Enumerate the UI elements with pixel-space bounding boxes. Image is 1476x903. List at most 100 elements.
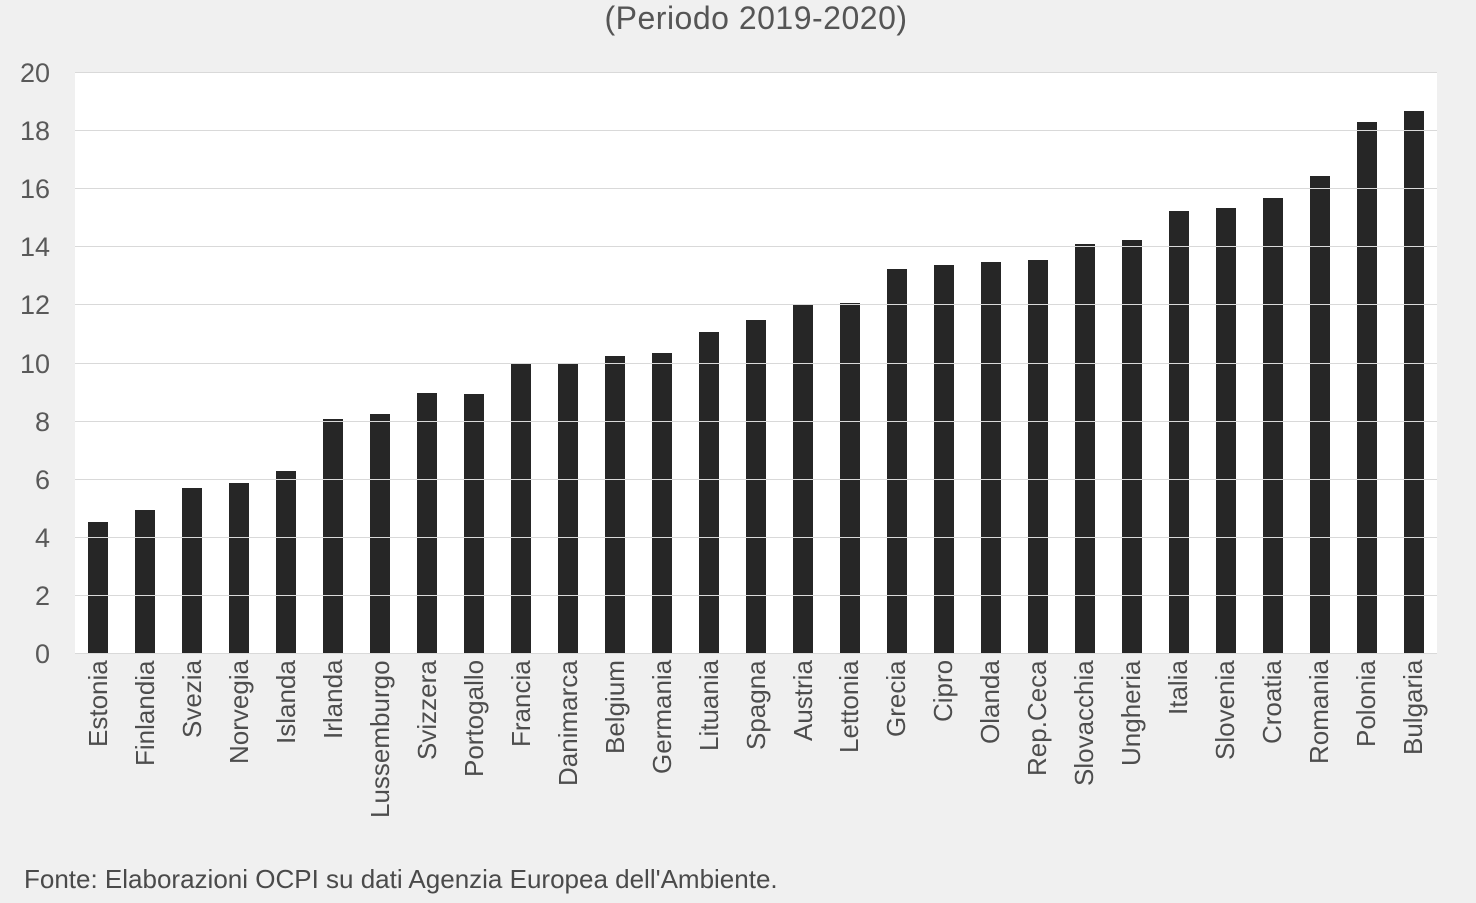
bar-slot [1155, 73, 1202, 654]
bar-slot [639, 73, 686, 654]
bar-slot [169, 73, 216, 654]
x-category-label: Slovacchia [1069, 660, 1100, 786]
bars-row [75, 73, 1437, 654]
x-category-label: Rep.Ceca [1022, 660, 1053, 776]
x-category-label: Bulgaria [1398, 660, 1429, 756]
x-label-slot: Finlandia [122, 660, 169, 875]
x-label-slot: Bulgaria [1390, 660, 1437, 875]
x-category-label: Polonia [1351, 660, 1382, 747]
x-category-label: Croatia [1257, 660, 1288, 744]
gridline [75, 188, 1437, 190]
gridline [75, 594, 1437, 596]
bar-slot [357, 73, 404, 654]
gridline [75, 478, 1437, 480]
bar-slot [827, 73, 874, 654]
bar-slot [1202, 73, 1249, 654]
gridline [75, 246, 1437, 248]
x-category-label: Grecia [881, 660, 912, 737]
bar-slot [545, 73, 592, 654]
bar-Svezia [182, 488, 203, 654]
x-label-slot: Estonia [75, 660, 122, 875]
x-category-label: Danimarca [552, 660, 583, 786]
bar-slot [451, 73, 498, 654]
y-tick-label: 6 [34, 464, 50, 495]
x-label-slot: Italia [1155, 660, 1202, 875]
gridline [75, 130, 1437, 132]
bar-Islanda [276, 471, 297, 654]
x-label-slot: Slovacchia [1061, 660, 1108, 875]
x-label-slot: Irlanda [310, 660, 357, 875]
bar-slot [873, 73, 920, 654]
x-category-label: Germania [646, 660, 677, 775]
x-category-label: Irlanda [317, 660, 348, 740]
x-label-slot: Polonia [1343, 660, 1390, 875]
bar-Norvegia [229, 482, 250, 654]
bar-slot [404, 73, 451, 654]
x-label-slot: Francia [498, 660, 545, 875]
plot-area [75, 72, 1437, 654]
bar-slot [1061, 73, 1108, 654]
x-label-slot: Danimarca [545, 660, 592, 875]
bar-slot [1014, 73, 1061, 654]
x-label-slot: Ungheria [1108, 660, 1155, 875]
x-category-label: Cipro [928, 660, 959, 723]
x-category-label: Lussemburgo [364, 660, 395, 818]
y-tick-label: 4 [34, 522, 50, 553]
bar-slot [1108, 73, 1155, 654]
y-tick-label: 14 [19, 232, 50, 263]
bar-Francia [511, 363, 532, 654]
gridline [75, 72, 1437, 73]
bar-Italia [1168, 211, 1189, 654]
bar-slot [780, 73, 827, 654]
x-label-slot: Cipro [920, 660, 967, 875]
x-label-slot: Germania [639, 660, 686, 875]
bar-Danimarca [558, 363, 579, 654]
gridline [75, 536, 1437, 538]
bar-Ungheria [1121, 240, 1142, 654]
y-tick-label: 20 [19, 58, 50, 88]
bar-Belgium [605, 356, 626, 654]
x-category-label: Olanda [975, 660, 1006, 744]
x-category-label: Spagna [740, 660, 771, 750]
y-tick-label: 8 [34, 406, 50, 437]
bar-slot [122, 73, 169, 654]
x-category-label: Ungheria [1116, 660, 1147, 766]
bar-Bulgaria [1403, 110, 1424, 654]
bar-Germania [652, 353, 673, 654]
source-note: Fonte: Elaborazioni OCPI su dati Agenzia… [24, 864, 778, 894]
bar-Lettonia [839, 302, 860, 654]
x-label-slot: Spagna [733, 660, 780, 875]
y-tick-label: 18 [19, 116, 50, 147]
x-label-slot: Svezia [169, 660, 216, 875]
gridline [75, 653, 1437, 654]
x-category-label: Romania [1304, 660, 1335, 765]
bar-Spagna [746, 319, 767, 654]
bar-slot [498, 73, 545, 654]
bar-Slovacchia [1074, 244, 1095, 654]
bar-slot [733, 73, 780, 654]
bar-Croatia [1262, 197, 1283, 654]
x-label-slot: Slovenia [1202, 660, 1249, 875]
bar-Polonia [1356, 122, 1377, 654]
x-label-slot: Rep.Ceca [1014, 660, 1061, 875]
bar-slot [263, 73, 310, 654]
bar-Svizzera [417, 392, 438, 654]
x-category-label: Francia [505, 660, 536, 747]
x-category-label: Estonia [82, 660, 113, 747]
bar-slot [967, 73, 1014, 654]
x-axis-labels: Estonia Finlandia Svezia Norvegia Islanda Irl… [75, 660, 1437, 875]
x-category-label: Lettonia [834, 660, 865, 753]
x-category-label: Austria [787, 660, 818, 741]
y-tick-label: 0 [34, 639, 50, 669]
bar-Lussemburgo [370, 414, 391, 654]
bar-Portogallo [464, 394, 485, 654]
x-category-label: Islanda [270, 660, 301, 744]
x-label-slot: Belgium [592, 660, 639, 875]
bar-slot [1296, 73, 1343, 654]
x-label-slot: Romania [1296, 660, 1343, 875]
y-tick-label: 2 [34, 580, 50, 611]
x-label-slot: Croatia [1249, 660, 1296, 875]
bar-slot [310, 73, 357, 654]
x-category-label: Italia [1163, 660, 1194, 715]
x-label-slot: Lettonia [827, 660, 874, 875]
